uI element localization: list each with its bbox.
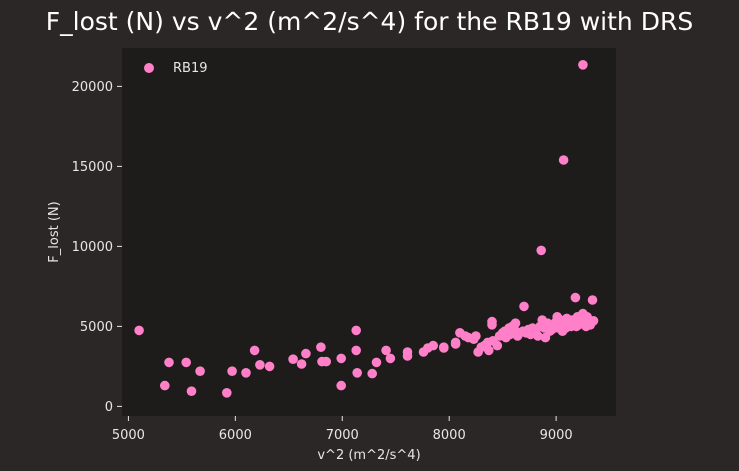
- data-markers: [134, 60, 599, 398]
- data-point: [296, 359, 307, 369]
- data-point: [134, 325, 144, 336]
- data-point: [181, 357, 191, 368]
- data-point: [241, 368, 251, 378]
- y-axis-label: F_lost (N): [47, 201, 62, 262]
- data-point: [450, 337, 461, 348]
- data-point: [186, 386, 197, 397]
- data-point: [487, 320, 497, 330]
- data-point: [578, 60, 588, 70]
- data-point: [336, 380, 347, 391]
- x-tick-label: 6000: [219, 428, 252, 443]
- x-tick-label: 5000: [112, 428, 145, 443]
- data-point: [367, 368, 378, 379]
- data-point: [558, 155, 569, 165]
- data-point: [588, 316, 599, 326]
- data-point: [381, 345, 391, 356]
- data-point: [587, 295, 598, 305]
- data-point: [352, 368, 363, 378]
- data-point: [371, 357, 382, 368]
- data-point: [570, 292, 581, 303]
- data-point: [351, 325, 362, 336]
- data-point: [264, 361, 275, 372]
- data-point: [227, 366, 237, 377]
- data-point: [222, 388, 232, 398]
- y-tick-label: 20000: [72, 80, 113, 95]
- chart-title: F_lost (N) vs v^2 (m^2/s^4) for the RB19…: [46, 7, 693, 36]
- x-tick-label: 9000: [540, 428, 573, 443]
- data-point: [195, 366, 205, 377]
- data-point: [316, 342, 326, 353]
- data-point: [351, 345, 362, 356]
- data-point: [428, 340, 439, 351]
- legend-label: RB19: [173, 61, 208, 76]
- data-point: [164, 357, 174, 368]
- data-point: [288, 354, 298, 365]
- legend-marker: [144, 63, 154, 73]
- x-axis-label: v^2 (m^2/s^4): [317, 448, 420, 463]
- data-point: [385, 353, 396, 364]
- x-tick-label: 8000: [433, 428, 466, 443]
- data-point: [249, 345, 260, 356]
- data-point: [471, 331, 481, 341]
- data-point: [402, 351, 413, 361]
- data-point: [160, 380, 170, 391]
- data-point: [510, 318, 521, 329]
- data-point: [301, 348, 311, 359]
- plot-area: [122, 48, 616, 416]
- data-point: [321, 356, 332, 367]
- data-point: [439, 343, 449, 353]
- data-point: [492, 340, 503, 351]
- y-tick-label: 5000: [80, 320, 113, 335]
- data-point: [536, 245, 546, 256]
- data-point: [484, 345, 494, 356]
- data-point: [336, 353, 347, 364]
- data-point: [519, 301, 529, 312]
- x-tick-label: 7000: [326, 428, 359, 443]
- y-tick-label: 0: [105, 400, 113, 415]
- legend: RB19: [144, 61, 208, 76]
- data-point: [533, 331, 543, 341]
- axes: 5000 6000 7000 8000 9000 0 5000 10000 15000 20000: [72, 80, 573, 443]
- y-tick-label: 10000: [72, 240, 113, 255]
- y-tick-label: 15000: [72, 160, 113, 175]
- data-point: [255, 360, 265, 370]
